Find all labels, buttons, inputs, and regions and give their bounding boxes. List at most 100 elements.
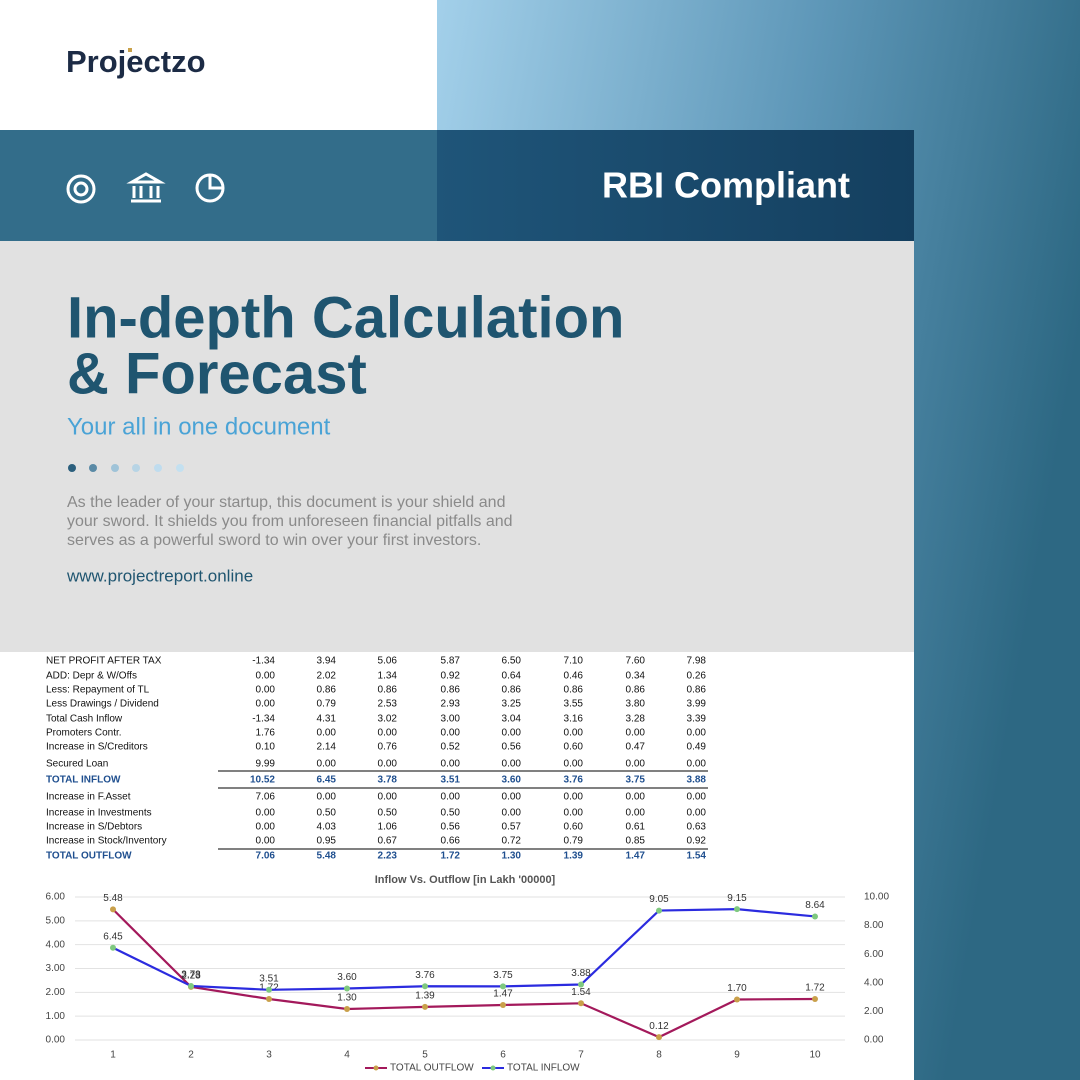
table-cell: 0.00 (687, 759, 707, 770)
data-label: 3.76 (415, 970, 435, 981)
table-cell: 3.60 (502, 775, 522, 786)
logo-accent (128, 48, 132, 52)
table-cell: 0.95 (317, 836, 337, 847)
row-label: Increase in Stock/Inventory (46, 836, 167, 847)
body-text: As the leader of your startup, this docu… (67, 494, 505, 511)
row-label: Less Drawings / Dividend (46, 699, 159, 710)
table-cell: 0.86 (502, 685, 522, 696)
table-cell: 3.00 (441, 714, 461, 725)
chart-title: Inflow Vs. Outflow [in Lakh '00000] (375, 874, 556, 886)
data-label: 1.70 (727, 983, 747, 994)
headline: & Forecast (67, 341, 367, 406)
legend-label: TOTAL INFLOW (507, 1063, 580, 1074)
table-cell: 0.00 (626, 759, 646, 770)
x-tick-label: 6 (500, 1050, 506, 1061)
y2-tick-label: 10.00 (864, 892, 889, 903)
data-label: 1.47 (493, 989, 513, 1000)
url: www.projectreport.online (66, 566, 253, 585)
data-label: 3.75 (493, 970, 513, 981)
table-cell: 0.00 (441, 728, 461, 739)
x-tick-label: 4 (344, 1050, 350, 1061)
point (188, 982, 194, 989)
table-cell: 7.06 (256, 851, 276, 862)
data-label: 9.15 (727, 893, 747, 904)
table-cell: 0.26 (687, 671, 707, 682)
logo: Projectzo (66, 44, 206, 79)
table-cell: 4.03 (317, 822, 337, 833)
icons (66, 172, 225, 204)
y2-tick-label: 4.00 (864, 977, 884, 988)
y-tick-label: 6.00 (46, 892, 66, 903)
table-cell: 0.00 (256, 822, 276, 833)
table-cell: 0.79 (317, 699, 337, 710)
table-cell: 7.10 (564, 656, 584, 667)
data-label: 6.45 (103, 931, 123, 942)
point (812, 913, 818, 920)
table-cell: -1.34 (252, 656, 275, 667)
table-cell: 6.45 (317, 775, 337, 786)
table-cell: 0.49 (687, 742, 707, 753)
table-cell: 0.00 (626, 728, 646, 739)
table-cell: 7.98 (687, 656, 707, 667)
row-label: Increase in Investments (46, 808, 152, 819)
table-cell: 2.14 (317, 742, 337, 753)
dots (68, 464, 184, 472)
table-cell: 0.00 (256, 836, 276, 847)
y2-tick-label: 0.00 (864, 1035, 884, 1046)
data-label: 3.78 (181, 970, 201, 981)
point (110, 944, 116, 951)
table-cell: 0.61 (626, 822, 646, 833)
point (656, 1034, 662, 1041)
table-cell: 3.28 (626, 714, 646, 725)
table-cell: 2.02 (317, 671, 337, 682)
table-cell: 0.00 (256, 808, 276, 819)
point (266, 996, 272, 1003)
y-tick-label: 5.00 (46, 915, 66, 926)
table-cell: 0.34 (626, 671, 646, 682)
table-cell: 3.39 (687, 714, 707, 725)
x-tick-label: 10 (809, 1050, 821, 1061)
point (812, 996, 818, 1003)
table-cell: 0.86 (626, 685, 646, 696)
x-tick-label: 9 (734, 1050, 740, 1061)
table-cell: 3.02 (378, 714, 398, 725)
row-label: Total Cash Inflow (46, 714, 123, 725)
table-cell: 0.60 (564, 742, 584, 753)
table-cell: 0.00 (378, 728, 398, 739)
table-cell: 0.50 (441, 808, 461, 819)
table-cell: 0.00 (441, 759, 461, 770)
table-cell: 0.85 (626, 836, 646, 847)
series-line (112, 908, 816, 991)
table-cell: 0.00 (317, 759, 337, 770)
row-label: Increase in F.Asset (46, 792, 131, 803)
table-cell: 0.86 (687, 685, 707, 696)
y2-tick-label: 2.00 (864, 1006, 884, 1017)
body-text: serves as a powerful sword to win over y… (67, 532, 481, 549)
table-cell: 3.88 (687, 775, 707, 786)
table-cell: 7.06 (256, 792, 276, 803)
banner-left (0, 130, 437, 241)
data-label: 0.12 (649, 1021, 669, 1032)
point (500, 983, 506, 990)
table-cell: 0.64 (502, 671, 522, 682)
row-label: Less: Repayment of TL (46, 685, 150, 696)
y-tick-label: 0.00 (46, 1035, 66, 1046)
table-cell: 0.92 (687, 836, 707, 847)
x-tick-label: 3 (266, 1050, 272, 1061)
point (500, 1001, 506, 1008)
point (656, 907, 662, 914)
y-tick-label: 4.00 (46, 939, 66, 950)
point (734, 996, 740, 1003)
table-cell: 0.00 (564, 792, 584, 803)
table-cell: 10.52 (250, 775, 275, 786)
table-cell: 3.94 (317, 656, 337, 667)
table-cell: 0.56 (502, 742, 522, 753)
data-label: 3.88 (571, 968, 591, 979)
point (110, 906, 116, 913)
data-label: 1.30 (337, 993, 357, 1004)
headline: In-depth Calculation (67, 285, 624, 350)
legend-label: TOTAL OUTFLOW (390, 1063, 474, 1074)
row-label: TOTAL OUTFLOW (46, 851, 132, 862)
table-cell: 3.25 (502, 699, 522, 710)
